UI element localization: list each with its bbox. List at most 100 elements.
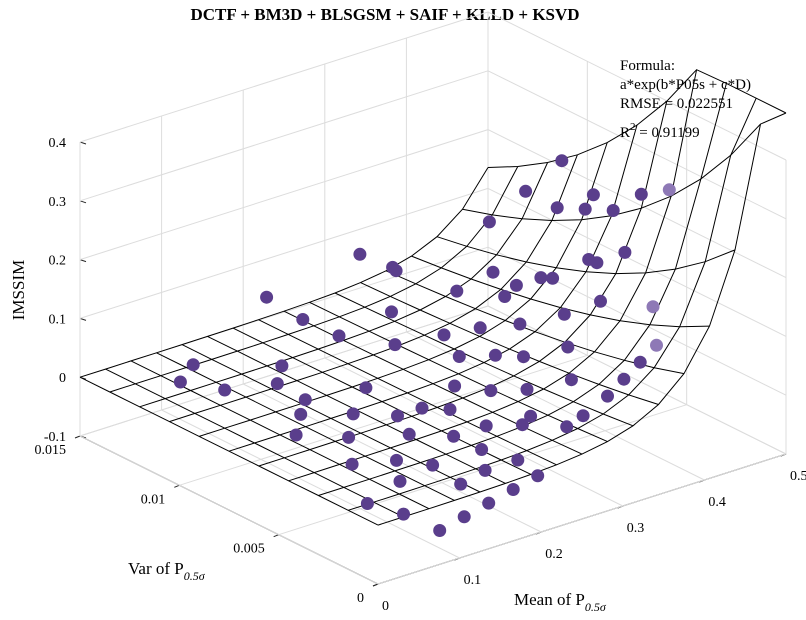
fit-annotation: Formula: a*exp(b*P05s + c*D) RMSE = 0.02… bbox=[620, 58, 751, 141]
grid-line-z-side bbox=[487, 246, 787, 396]
x-tick-label: 0 bbox=[382, 599, 389, 614]
data-point bbox=[270, 377, 284, 391]
z-tick-mark bbox=[79, 200, 87, 204]
annotation-formula-label: Formula: bbox=[620, 58, 675, 74]
grid-line-z-side bbox=[487, 187, 787, 337]
y-tick-mark bbox=[372, 583, 379, 587]
data-point bbox=[519, 184, 533, 198]
data-point bbox=[402, 427, 416, 441]
data-point bbox=[515, 418, 529, 432]
data-point bbox=[509, 278, 523, 292]
data-point bbox=[662, 183, 676, 197]
data-point bbox=[601, 389, 614, 403]
data-point bbox=[433, 524, 447, 537]
data-point bbox=[479, 419, 493, 433]
data-point bbox=[385, 305, 398, 319]
data-point bbox=[345, 457, 359, 471]
data-point bbox=[650, 338, 663, 352]
data-point bbox=[646, 300, 660, 314]
surface-mesh-line bbox=[258, 319, 557, 466]
data-point bbox=[484, 384, 498, 398]
grid-line-z-back bbox=[79, 70, 489, 202]
data-point bbox=[391, 409, 404, 423]
data-point bbox=[360, 497, 374, 510]
surface-mesh-line bbox=[309, 301, 608, 443]
z-tick-label: 0.1 bbox=[49, 312, 67, 327]
z-tick-label: 0.4 bbox=[49, 136, 67, 151]
y-tick-label: 0 bbox=[357, 591, 364, 606]
data-point bbox=[561, 340, 575, 354]
x-axis-label-text: Mean of P bbox=[514, 590, 585, 609]
y-tick-mark bbox=[174, 484, 180, 488]
surface-mesh-line bbox=[334, 292, 634, 427]
data-point bbox=[618, 245, 632, 259]
data-point bbox=[359, 381, 373, 395]
y-tick-mark bbox=[273, 534, 279, 538]
z-tick-label: 0 bbox=[59, 371, 66, 386]
surface-mesh-line bbox=[79, 376, 379, 526]
data-point bbox=[332, 329, 346, 343]
data-point bbox=[342, 430, 356, 444]
tick-labels: 0 0.1 0.2 0.3 0.4 0.5 0 0.005 0.01 0.015-0.1 0 0.1 0… bbox=[35, 136, 806, 614]
data-point bbox=[437, 328, 451, 342]
data-point bbox=[296, 313, 310, 326]
annotation-r2: R2 = 0.91199 bbox=[620, 121, 700, 141]
data-point bbox=[473, 321, 487, 335]
data-point bbox=[557, 307, 571, 321]
data-point bbox=[586, 188, 600, 202]
x-tick-label: 0.1 bbox=[464, 573, 482, 588]
surface-mesh-line bbox=[156, 352, 455, 501]
grid-line-z-back bbox=[79, 129, 489, 261]
data-point bbox=[482, 496, 496, 510]
grid-line-z-side bbox=[487, 70, 787, 220]
data-point bbox=[511, 453, 525, 467]
grid-line-z-side bbox=[487, 129, 787, 279]
data-point bbox=[393, 474, 407, 488]
data-point bbox=[590, 256, 604, 270]
z-tick-mark bbox=[79, 317, 87, 321]
data-point bbox=[388, 338, 402, 352]
data-point bbox=[546, 271, 560, 285]
x-tick-label: 0.3 bbox=[627, 521, 645, 536]
data-point bbox=[534, 271, 548, 285]
z-axis-label: IMSSIM bbox=[9, 260, 28, 320]
surface-mesh-line bbox=[105, 368, 404, 518]
data-point bbox=[524, 409, 538, 423]
fit-surface bbox=[79, 69, 787, 526]
scatter-points bbox=[173, 154, 676, 537]
data-point bbox=[294, 407, 308, 421]
data-point bbox=[448, 379, 462, 393]
data-point bbox=[346, 407, 360, 421]
data-point bbox=[397, 507, 410, 521]
data-point bbox=[486, 265, 500, 279]
grid-line-y-floor bbox=[179, 354, 588, 486]
data-point bbox=[634, 187, 648, 201]
data-point bbox=[594, 294, 607, 308]
data-point bbox=[498, 290, 512, 303]
data-point bbox=[260, 290, 274, 304]
data-point bbox=[578, 202, 592, 216]
data-point bbox=[386, 260, 400, 274]
data-point bbox=[353, 247, 367, 261]
data-point bbox=[426, 458, 440, 472]
x-tick-label: 0.5 bbox=[790, 469, 806, 484]
z-tick-label: 0.2 bbox=[49, 254, 67, 269]
data-point bbox=[633, 355, 647, 369]
data-point bbox=[520, 382, 534, 396]
z-tick-label: -0.1 bbox=[44, 430, 66, 445]
data-point bbox=[555, 154, 569, 168]
data-point bbox=[488, 348, 502, 362]
z-tick-label: 0.3 bbox=[49, 195, 67, 210]
data-point bbox=[173, 375, 187, 389]
grid-line-z-back bbox=[79, 11, 489, 143]
surface-mesh-line bbox=[411, 255, 710, 328]
grid-line-z-back bbox=[79, 187, 489, 319]
annotation-formula: a*exp(b*P05s + c*D) bbox=[620, 77, 751, 93]
grid-line-z-side bbox=[487, 11, 787, 161]
data-point bbox=[517, 350, 530, 364]
data-point bbox=[289, 428, 303, 442]
grid-line-y-floor bbox=[377, 453, 787, 585]
data-point bbox=[617, 372, 631, 386]
surface-mesh-line bbox=[360, 282, 659, 405]
